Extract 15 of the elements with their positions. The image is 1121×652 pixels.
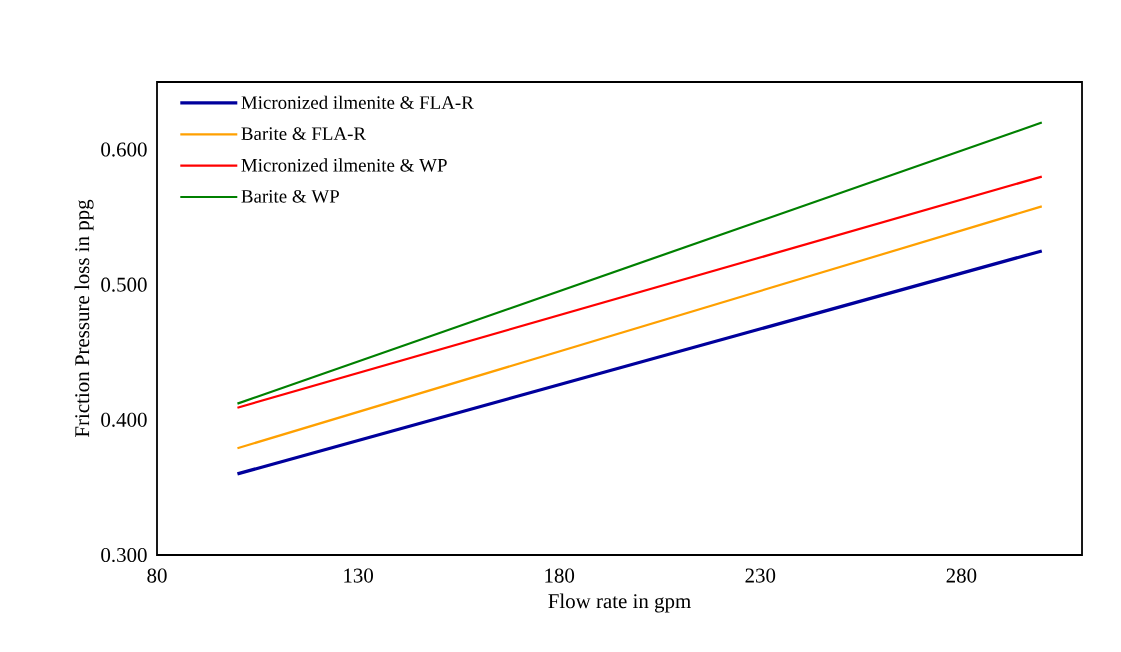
legend-label: Barite & FLA-R <box>241 127 366 141</box>
x-tick-label: 180 <box>545 568 575 583</box>
y-tick-label: 0.500 <box>101 277 147 292</box>
y-tick-label: 0.400 <box>101 412 147 427</box>
legend-label: Micronized ilmenite & WP <box>241 158 447 172</box>
x-tick-label: 80 <box>147 568 167 583</box>
x-tick-label: 230 <box>745 568 776 583</box>
x-axis-title: Flow rate in gpm <box>548 593 691 613</box>
y-tick-label: 0.300 <box>101 547 147 563</box>
y-tick-label: 0.600 <box>101 142 147 157</box>
x-tick-label: 130 <box>344 568 373 583</box>
legend-label: Barite & WP <box>241 189 339 203</box>
legend-label: Micronized ilmenite & FLA-R <box>241 95 474 109</box>
x-tick-label: 280 <box>946 568 977 583</box>
y-axis-title: Friction Pressure loss in ppg <box>74 199 94 438</box>
